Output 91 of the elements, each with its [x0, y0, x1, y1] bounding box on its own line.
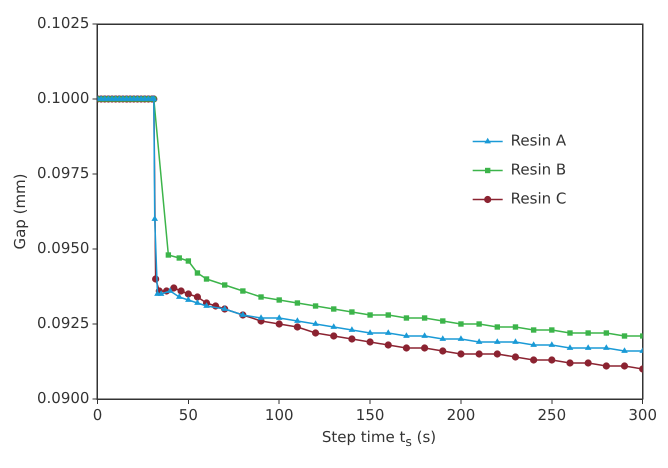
x-tick-label: 200 [446, 406, 476, 424]
x-tick-label: 300 [628, 406, 658, 424]
point [603, 344, 610, 350]
point [166, 287, 174, 293]
y-tick-label: 0.0900 [36, 388, 90, 407]
point [151, 215, 158, 221]
point [620, 362, 628, 370]
y-tick-label: 0.0975 [36, 164, 90, 182]
point [604, 330, 610, 336]
y-tick-label: 0.1025 [36, 14, 90, 32]
point [366, 329, 374, 335]
point [494, 338, 501, 344]
point [312, 303, 318, 309]
point [584, 359, 592, 367]
x-tick-label: 100 [264, 406, 294, 424]
x-tick-label: 150 [356, 406, 384, 424]
point [348, 335, 356, 343]
point [177, 287, 185, 295]
point [585, 330, 591, 336]
point [494, 350, 501, 358]
point [294, 323, 301, 331]
point [330, 323, 338, 329]
point [294, 317, 301, 323]
x-axis-title: Step time t$_{s}$ (s) [320, 428, 438, 449]
point [331, 306, 336, 312]
point [294, 300, 300, 306]
point [530, 356, 538, 364]
point [530, 327, 536, 333]
point [166, 252, 172, 258]
point [602, 362, 610, 370]
point [170, 284, 178, 292]
x-tick-label: 50 [178, 406, 198, 424]
y-axis-title: Gap (mm) [10, 173, 29, 250]
x-tick-label: 250 [538, 406, 566, 424]
point [549, 327, 555, 333]
point [366, 338, 374, 346]
point [476, 321, 482, 327]
legend-label: Resin C [510, 189, 566, 208]
point [186, 258, 192, 264]
y-tick-label: 0.0925 [36, 314, 90, 332]
point [566, 359, 574, 367]
point [348, 326, 356, 332]
point [439, 347, 446, 355]
point [276, 320, 283, 328]
point [276, 297, 282, 303]
y-tick-label: 0.0950 [36, 238, 90, 257]
point [439, 335, 446, 341]
point [512, 338, 519, 344]
point [240, 288, 246, 294]
point [402, 344, 410, 352]
point [312, 320, 319, 326]
point [440, 318, 446, 324]
point [421, 332, 428, 338]
point [584, 344, 592, 350]
point [421, 344, 428, 352]
point [476, 338, 482, 344]
point [176, 293, 183, 299]
y-tick-label: 0.1000 [36, 88, 90, 107]
point [194, 299, 201, 305]
point [512, 353, 520, 361]
point [404, 315, 410, 321]
point [194, 293, 202, 301]
point [349, 309, 355, 315]
point [530, 341, 537, 347]
point [384, 341, 392, 349]
point [176, 255, 182, 261]
point [258, 314, 264, 320]
x-tick-label: 0 [92, 406, 102, 424]
point [222, 282, 228, 288]
point [476, 350, 483, 358]
point [184, 290, 192, 298]
point [458, 335, 464, 341]
point [330, 332, 338, 340]
point [621, 347, 628, 353]
point [548, 356, 556, 364]
point [386, 312, 391, 318]
point [384, 329, 392, 335]
point [185, 296, 192, 302]
point [548, 341, 556, 347]
point [367, 312, 373, 318]
point [494, 324, 500, 330]
point [422, 315, 428, 321]
point [158, 290, 164, 296]
legend-label: Resin A [510, 131, 567, 150]
point [457, 350, 465, 358]
point [403, 332, 410, 338]
point [276, 314, 283, 320]
point [203, 302, 210, 308]
point [312, 329, 320, 337]
point [566, 344, 574, 350]
legend-label: Resin B [510, 160, 566, 178]
